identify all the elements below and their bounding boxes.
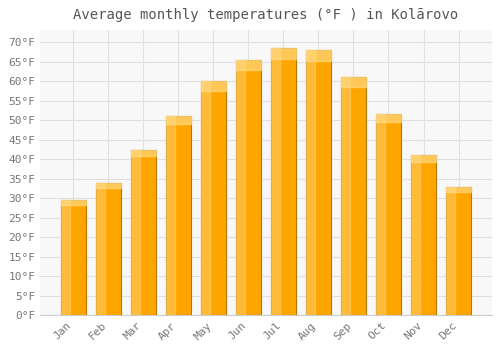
Bar bbox=[236, 60, 261, 70]
Bar bbox=[60, 200, 70, 315]
Bar bbox=[411, 155, 436, 315]
Bar bbox=[236, 60, 244, 315]
Bar bbox=[166, 116, 191, 315]
Bar bbox=[306, 50, 314, 315]
Bar bbox=[446, 187, 471, 192]
Bar bbox=[131, 149, 140, 315]
Bar bbox=[306, 50, 331, 61]
Bar bbox=[341, 77, 366, 87]
Title: Average monthly temperatures (°F ) in Kolārovo: Average monthly temperatures (°F ) in Ko… bbox=[74, 8, 458, 22]
Bar bbox=[201, 81, 226, 315]
Bar bbox=[236, 60, 261, 315]
Bar bbox=[376, 114, 384, 315]
Bar bbox=[446, 187, 455, 315]
Bar bbox=[341, 77, 349, 315]
Bar bbox=[96, 183, 121, 188]
Bar bbox=[96, 183, 104, 315]
Bar bbox=[341, 77, 366, 315]
Bar bbox=[411, 155, 420, 315]
Bar bbox=[446, 187, 471, 315]
Bar bbox=[201, 81, 209, 315]
Bar bbox=[166, 116, 174, 315]
Bar bbox=[376, 114, 401, 315]
Bar bbox=[60, 200, 86, 315]
Bar bbox=[131, 149, 156, 315]
Bar bbox=[166, 116, 191, 124]
Bar bbox=[306, 50, 331, 315]
Bar bbox=[271, 48, 296, 59]
Bar bbox=[376, 114, 401, 122]
Bar bbox=[411, 155, 436, 162]
Bar bbox=[96, 183, 121, 315]
Bar bbox=[271, 48, 296, 315]
Bar bbox=[60, 200, 86, 205]
Bar bbox=[271, 48, 280, 315]
Bar bbox=[131, 149, 156, 156]
Bar bbox=[201, 81, 226, 91]
